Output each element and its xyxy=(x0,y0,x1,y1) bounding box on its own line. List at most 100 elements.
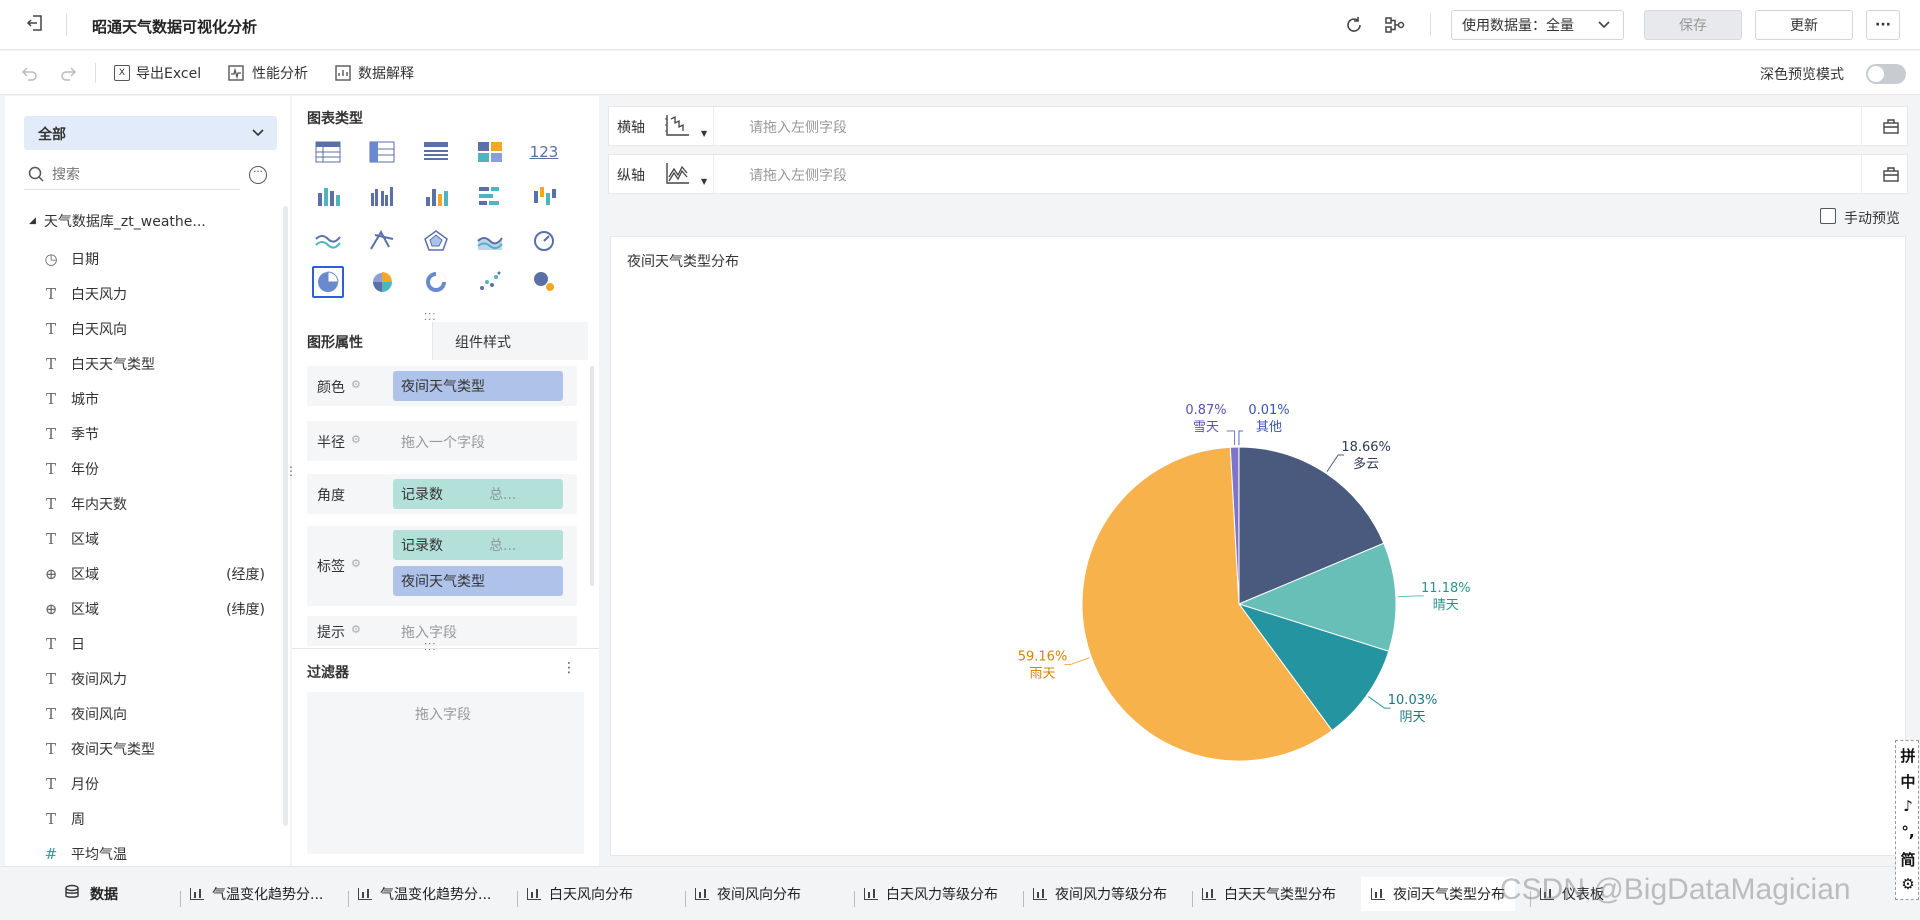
scatter-line-icon[interactable] xyxy=(368,226,396,254)
dataset-tree-node[interactable]: ◢ 天气数据库_zt_weathe... xyxy=(29,210,206,232)
field-item[interactable]: T 夜间天气类型 xyxy=(5,734,265,764)
field-item[interactable]: T 白天风力 xyxy=(5,279,265,309)
y-axis-drop-zone[interactable]: 请拖入左侧字段 xyxy=(749,168,847,184)
more-button[interactable]: ··· xyxy=(1866,10,1900,40)
flow-icon[interactable] xyxy=(1384,15,1406,35)
y-axis-type-icon[interactable] xyxy=(663,161,693,193)
bubble-chart-icon[interactable] xyxy=(530,268,558,296)
field-item[interactable]: T 年份 xyxy=(5,454,265,484)
kpi-card-icon[interactable] xyxy=(476,138,504,166)
sheet-tab[interactable]: 白天天气类型分布 xyxy=(1202,877,1336,911)
field-item[interactable]: T 区域 xyxy=(5,524,265,554)
field-item[interactable]: T 夜间风力 xyxy=(5,664,265,694)
search-input[interactable] xyxy=(52,164,232,186)
pie-slice-2[interactable] xyxy=(1237,603,1390,732)
field-item[interactable]: # 平均气温 xyxy=(5,839,265,869)
gear-icon[interactable]: ⚙ xyxy=(351,623,361,636)
grouped-table-icon[interactable] xyxy=(368,138,396,166)
drag-handle-icon[interactable]: ⁚⁚⁚ xyxy=(424,312,437,323)
line-chart-icon[interactable] xyxy=(314,226,342,254)
pie-slice-1[interactable] xyxy=(1237,542,1397,652)
donut-chart-icon[interactable] xyxy=(422,268,450,296)
export-excel-button[interactable]: X 导出Excel xyxy=(114,62,201,84)
tooltip-drop-zone[interactable]: 拖入字段 xyxy=(401,625,457,641)
ime-button[interactable]: ♪ xyxy=(1903,797,1913,815)
sheet-tab[interactable]: 白天风向分布 xyxy=(527,877,633,911)
field-item[interactable]: ◷ 日期 xyxy=(5,244,265,274)
pie-slice-0[interactable] xyxy=(1238,446,1385,605)
drag-handle-icon[interactable]: ⁚⁚⁚ xyxy=(424,642,437,653)
properties-scrollbar[interactable] xyxy=(590,366,594,586)
performance-analysis-button[interactable]: 性能分析 xyxy=(228,62,308,84)
color-field-chip[interactable]: 夜间天气类型 xyxy=(393,371,563,401)
sheet-tab[interactable]: 夜间风向分布 xyxy=(695,877,801,911)
gear-icon[interactable]: ⚙ xyxy=(351,557,361,570)
manual-preview-checkbox[interactable] xyxy=(1820,208,1836,224)
gear-icon[interactable]: ⚙ xyxy=(351,378,361,391)
horizontal-bar-icon[interactable] xyxy=(476,182,504,210)
field-item[interactable]: T 月份 xyxy=(5,769,265,799)
data-tab[interactable]: 数据 xyxy=(64,877,118,911)
rose-chart-icon[interactable] xyxy=(368,268,396,296)
caret-down-icon[interactable]: ▼ xyxy=(701,129,708,138)
tab-graphic-properties[interactable]: 图形属性 xyxy=(292,322,432,360)
caret-down-icon[interactable]: ▼ xyxy=(701,177,708,186)
grouped-bar-icon[interactable] xyxy=(368,182,396,210)
filter-drop-zone[interactable]: 拖入字段 xyxy=(307,692,584,854)
more-options-icon[interactable]: ··· xyxy=(249,166,267,184)
label-field-chip-count[interactable]: 记录数 总... xyxy=(393,530,563,560)
x-axis-settings-icon[interactable] xyxy=(1883,118,1899,138)
undo-icon[interactable] xyxy=(20,64,38,86)
refresh-icon[interactable] xyxy=(1344,15,1364,35)
stacked-bar-icon[interactable] xyxy=(314,182,342,210)
data-explain-button[interactable]: 数据解释 xyxy=(335,62,414,84)
dataset-dropdown[interactable]: 全部 xyxy=(24,116,277,150)
panel-scrollbar[interactable] xyxy=(283,206,288,826)
label-field-chip-type[interactable]: 夜间天气类型 xyxy=(393,566,563,596)
detail-table-icon[interactable] xyxy=(422,138,450,166)
sheet-tab[interactable]: 仪表板 xyxy=(1540,877,1604,911)
ime-button[interactable]: 简 xyxy=(1900,851,1916,869)
scatter-chart-icon[interactable] xyxy=(476,268,504,296)
sheet-tab[interactable]: 夜间天气类型分布 xyxy=(1361,877,1515,911)
radius-drop-zone[interactable]: 拖入一个字段 xyxy=(401,435,485,451)
ime-button[interactable]: 拼 xyxy=(1900,747,1916,765)
dark-preview-toggle[interactable] xyxy=(1866,64,1906,84)
gear-icon[interactable]: ⚙ xyxy=(351,433,361,446)
area-chart-icon[interactable] xyxy=(476,226,504,254)
pie-slice-3[interactable] xyxy=(1081,446,1333,762)
sheet-tab[interactable]: 气温变化趋势分... xyxy=(190,877,323,911)
tab-component-style[interactable]: 组件样式 xyxy=(432,322,588,360)
range-bar-icon[interactable] xyxy=(530,182,558,210)
number-chart-icon[interactable]: 123 xyxy=(529,143,559,161)
update-button[interactable]: 更新 xyxy=(1755,10,1853,40)
y-axis-settings-icon[interactable] xyxy=(1883,166,1899,186)
ime-button[interactable]: ⚙ xyxy=(1901,875,1915,893)
angle-field-chip[interactable]: 记录数 总... xyxy=(393,479,563,509)
field-item[interactable]: ⊕ 区域 (经度) xyxy=(5,559,265,589)
sheet-tab[interactable]: 气温变化趋势分... xyxy=(358,877,491,911)
filter-more-icon[interactable]: ⋮ xyxy=(562,660,576,676)
data-amount-select[interactable]: 使用数据量：全量 xyxy=(1451,10,1624,40)
search-box[interactable] xyxy=(24,160,240,190)
field-item[interactable]: T 城市 xyxy=(5,384,265,414)
exit-icon[interactable] xyxy=(26,14,44,32)
x-axis-type-icon[interactable] xyxy=(663,113,706,145)
ime-button[interactable]: °, xyxy=(1901,823,1915,841)
sheet-tab[interactable]: 白天风力等级分布 xyxy=(864,877,998,911)
field-item[interactable]: T 白天天气类型 xyxy=(5,349,265,379)
ime-button[interactable]: 中 xyxy=(1900,773,1916,791)
field-item[interactable]: T 白天风向 xyxy=(5,314,265,344)
radar-chart-icon[interactable] xyxy=(422,226,450,254)
save-button[interactable]: 保存 xyxy=(1644,10,1742,40)
gauge-chart-icon[interactable] xyxy=(530,226,558,254)
x-axis-drop-zone[interactable]: 请拖入左侧字段 xyxy=(749,120,847,136)
pie-chart-icon-selected[interactable] xyxy=(312,266,344,298)
sheet-tab[interactable]: 夜间风力等级分布 xyxy=(1033,877,1167,911)
field-item[interactable]: T 年内天数 xyxy=(5,489,265,519)
field-item[interactable]: T 夜间风向 xyxy=(5,699,265,729)
field-item[interactable]: ⊕ 区域 (纬度) xyxy=(5,594,265,624)
bar-chart-icon[interactable] xyxy=(422,182,450,210)
